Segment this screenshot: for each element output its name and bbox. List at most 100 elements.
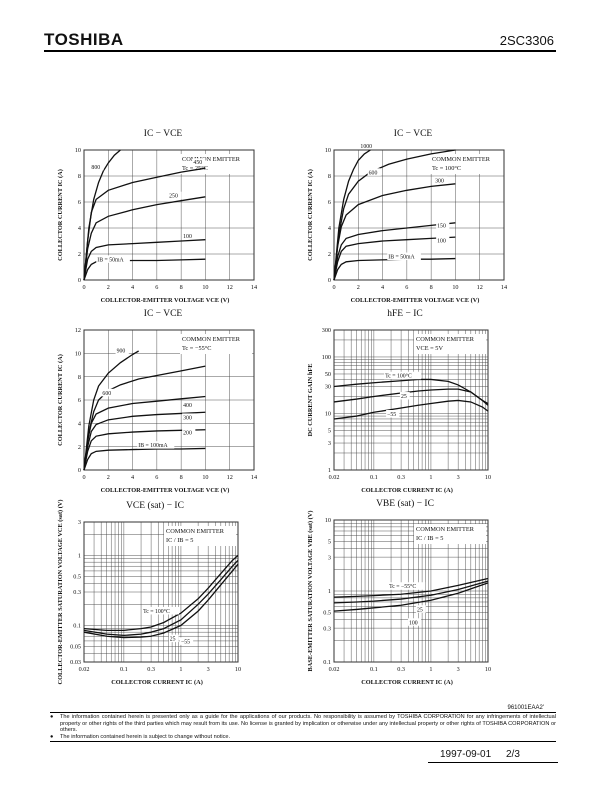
y-tick-label: 0 xyxy=(78,467,81,474)
y-tick-label: 0 xyxy=(78,277,81,284)
y-tick-label: 0.03 xyxy=(70,659,81,666)
y-tick-label: 2 xyxy=(328,251,331,258)
y-tick-label: 0.05 xyxy=(70,644,81,651)
series-label: 25 xyxy=(417,607,423,613)
series-line xyxy=(83,196,206,281)
x-tick-label: 8 xyxy=(180,474,183,481)
disclaimer-box: ● The information contained herein is pre… xyxy=(50,712,556,743)
x-tick-label: 0.1 xyxy=(120,666,128,673)
y-axis-label: COLLECTOR-EMITTER SATURATION VOLTAGE VCE… xyxy=(57,500,64,685)
x-tick-label: 2 xyxy=(357,284,360,291)
x-tick-label: 6 xyxy=(405,284,408,291)
series-label-bg xyxy=(399,392,410,400)
series-line xyxy=(333,577,489,598)
chart-title: IC − VCE xyxy=(144,309,183,319)
series-label-bg xyxy=(179,637,194,645)
x-tick-label: 0 xyxy=(82,284,85,291)
y-tick-label: 10 xyxy=(325,517,331,524)
x-tick-label: 0.1 xyxy=(370,666,378,673)
x-tick-label: 10 xyxy=(485,666,491,673)
y-tick-label: 10 xyxy=(75,147,81,154)
y-tick-label: 5 xyxy=(328,428,331,435)
series-label-bg xyxy=(182,400,196,409)
y-tick-label: 0.3 xyxy=(323,625,331,632)
annotation-text: IC / IB = 5 xyxy=(166,537,193,544)
series-label-bg xyxy=(182,428,196,436)
x-tick-label: 14 xyxy=(251,474,257,481)
series-label-bg xyxy=(168,191,182,200)
x-axis-label: COLLECTOR-EMITTER VOLTAGE VCE (V) xyxy=(101,297,230,304)
y-tick-label: 10 xyxy=(325,411,331,418)
annotation-text: Tc = 25°C xyxy=(182,165,208,172)
x-tick-label: 8 xyxy=(180,284,183,291)
x-tick-label: 4 xyxy=(131,284,134,291)
chart-g2: 0 2 4 6 8 10 12 14 0 2 4 6 8 10 IC − VCE COLLECTOR-EMIT… xyxy=(307,129,507,304)
x-tick-label: 12 xyxy=(477,284,483,291)
chart-g5: 0.02 0.1 0.3 1 3 10 0.03 0.05 0.1 0.3 0.5 1 3 VCE (sa… xyxy=(57,500,241,686)
x-tick-label: 0.02 xyxy=(329,666,340,673)
annotation-text: COMMON EMITTER xyxy=(416,526,475,533)
x-tick-label: 0.3 xyxy=(147,666,155,673)
annotation-box xyxy=(164,526,236,546)
y-tick-label: 4 xyxy=(78,421,81,428)
x-tick-label: 4 xyxy=(381,284,384,291)
x-axis-label: COLLECTOR CURRENT IC (A) xyxy=(361,679,453,686)
y-tick-label: 0.1 xyxy=(323,659,331,666)
series-line xyxy=(83,429,206,471)
series-label: 25 xyxy=(170,637,176,643)
x-tick-label: 14 xyxy=(251,284,257,291)
series-label: 300 xyxy=(183,415,192,421)
x-tick-label: 3 xyxy=(457,474,460,481)
series-label: 300 xyxy=(435,178,444,184)
series-label: −55 xyxy=(181,639,190,645)
y-axis-label: COLLECTOR CURRENT IC (A) xyxy=(57,354,64,446)
series-label: −55 xyxy=(387,412,396,418)
series-line xyxy=(333,149,371,281)
series-line xyxy=(83,411,206,471)
series-label: 800 xyxy=(91,165,100,171)
y-tick-label: 6 xyxy=(328,199,331,206)
x-tick-label: 6 xyxy=(155,474,158,481)
series-label: IB = 50mA xyxy=(388,255,415,261)
series-label: 100 xyxy=(409,620,418,626)
y-tick-label: 300 xyxy=(322,327,331,334)
y-tick-label: 3 xyxy=(328,440,331,447)
disclaimer-text: The information contained herein is subj… xyxy=(60,733,231,740)
annotation-text: COMMON EMITTER xyxy=(166,528,225,535)
y-axis-label: COLLECTOR CURRENT IC (A) xyxy=(307,169,314,261)
disclaimer-text: The information contained herein is pres… xyxy=(60,714,556,734)
y-tick-label: 12 xyxy=(75,327,81,334)
y-tick-label: 100 xyxy=(322,354,331,361)
y-tick-label: 0.1 xyxy=(73,623,81,630)
series-label: Tc = 100°C xyxy=(143,608,170,615)
series-label-bg xyxy=(436,221,450,229)
header-rule xyxy=(44,50,556,52)
y-tick-label: 0 xyxy=(328,277,331,284)
x-axis-label: COLLECTOR CURRENT IC (A) xyxy=(361,487,453,494)
series-line xyxy=(83,395,206,471)
series-label-bg xyxy=(384,371,422,380)
series-label-bg xyxy=(90,162,104,171)
series-line xyxy=(83,350,139,471)
series-label: 400 xyxy=(183,403,192,409)
y-axis-label: COLLECTOR CURRENT IC (A) xyxy=(57,169,64,261)
chart-g1: 0 2 4 6 8 10 12 14 0 2 4 6 8 10 IC − VCE COLLECTOR-EMIT… xyxy=(57,129,257,304)
x-tick-label: 1 xyxy=(179,666,182,673)
y-tick-label: 4 xyxy=(78,225,81,232)
series-label-bg xyxy=(137,441,175,449)
x-tick-label: 2 xyxy=(107,284,110,291)
series-line xyxy=(333,183,456,281)
x-tick-label: 3 xyxy=(457,666,460,673)
series-line xyxy=(83,554,239,631)
x-tick-label: 4 xyxy=(131,474,134,481)
chart-title: VBE (sat) − IC xyxy=(376,498,434,509)
y-tick-label: 3 xyxy=(78,519,81,526)
y-tick-label: 30 xyxy=(325,384,331,391)
x-tick-label: 2 xyxy=(107,474,110,481)
series-label-bg xyxy=(434,176,448,184)
series-label: 600 xyxy=(369,170,378,176)
series-label: IB = 50mA xyxy=(97,257,124,263)
bullet-icon: ● xyxy=(50,714,54,720)
revision-date: 1997-09-01 xyxy=(440,749,492,760)
x-tick-label: 14 xyxy=(501,284,507,291)
